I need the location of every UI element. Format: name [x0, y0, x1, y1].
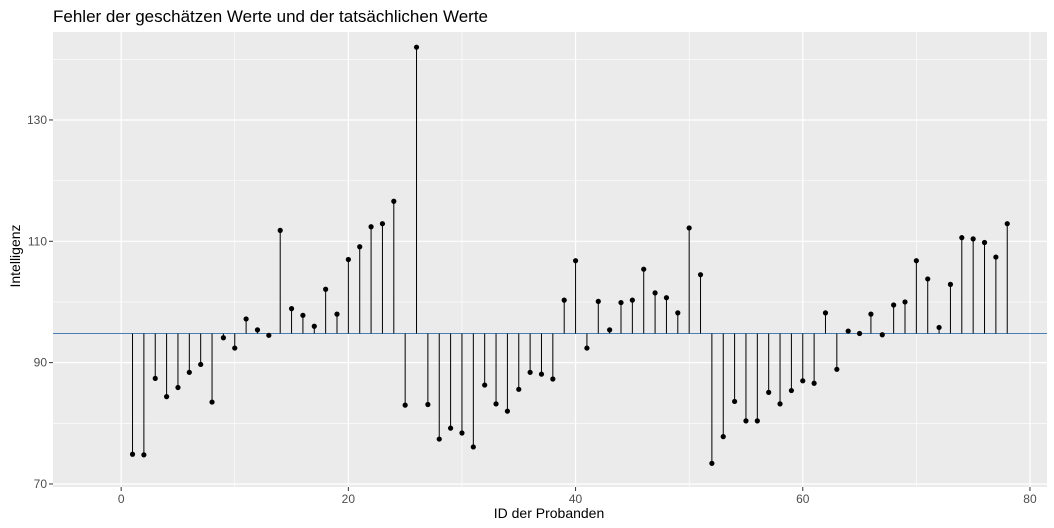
- data-point: [754, 418, 760, 424]
- data-point: [686, 225, 692, 231]
- data-point: [413, 44, 420, 50]
- x-tick-label: 60: [796, 492, 810, 506]
- data-point: [516, 386, 522, 392]
- data-point: [175, 384, 181, 391]
- data-point: [993, 254, 999, 260]
- data-point: [357, 244, 363, 250]
- data-point: [811, 380, 817, 386]
- y-tick-label: 90: [34, 356, 48, 370]
- data-point: [164, 394, 170, 400]
- data-point: [129, 451, 136, 457]
- data-point: [266, 332, 272, 338]
- x-axis-label: ID der Probanden: [494, 505, 605, 521]
- data-point: [300, 312, 306, 318]
- data-point: [618, 299, 624, 306]
- data-point: [584, 345, 590, 351]
- data-point: [936, 324, 942, 331]
- data-point: [879, 332, 885, 338]
- y-axis-label: Intelligenz: [7, 224, 23, 287]
- ticks-group: 0 20 40 60 80 70 90 110 130: [27, 113, 1037, 506]
- data-point: [425, 401, 431, 408]
- y-tick-label: 110: [28, 234, 47, 248]
- data-point: [277, 227, 283, 233]
- data-point: [243, 316, 249, 322]
- data-point: [152, 375, 158, 382]
- data-point: [334, 311, 340, 317]
- data-point: [538, 371, 545, 377]
- data-point: [766, 389, 772, 395]
- data-point: [209, 399, 215, 405]
- data-point: [709, 460, 715, 466]
- data-point: [697, 272, 704, 278]
- data-point: [641, 266, 647, 272]
- x-tick-label: 20: [342, 492, 356, 506]
- y-tick-label: 130: [27, 113, 47, 127]
- data-point: [595, 298, 601, 304]
- data-point: [379, 221, 386, 227]
- data-point: [436, 436, 442, 442]
- data-point: [834, 366, 840, 372]
- data-point: [652, 290, 658, 296]
- data-point: [402, 402, 408, 408]
- plot-panel: [53, 32, 1047, 487]
- data-point: [391, 198, 397, 204]
- data-point: [493, 401, 499, 407]
- data-point: [970, 236, 976, 242]
- data-point: [186, 369, 192, 375]
- x-tick-label: 40: [569, 492, 583, 506]
- data-point: [822, 310, 829, 316]
- data-point: [981, 239, 988, 246]
- data-point: [368, 224, 374, 230]
- data-point: [913, 258, 919, 264]
- data-point: [254, 327, 261, 333]
- data-point: [561, 297, 567, 303]
- data-point: [323, 286, 329, 292]
- data-point: [959, 235, 965, 241]
- data-point: [732, 398, 738, 405]
- data-point: [868, 311, 874, 317]
- data-point: [675, 310, 681, 316]
- data-point: [288, 306, 295, 312]
- data-point: [141, 452, 147, 458]
- data-point: [743, 418, 749, 424]
- data-point: [504, 408, 510, 414]
- data-point: [663, 295, 670, 301]
- data-point: [198, 361, 204, 368]
- data-point: [482, 382, 488, 388]
- data-point: [629, 297, 635, 303]
- data-point: [572, 258, 579, 264]
- data-point: [845, 328, 851, 334]
- data-point: [856, 330, 863, 337]
- data-point: [459, 430, 465, 436]
- data-point: [345, 256, 351, 263]
- stems-group: [132, 47, 1008, 464]
- data-point: [220, 335, 226, 341]
- data-point: [311, 323, 317, 329]
- data-point: [448, 425, 454, 431]
- data-point: [607, 327, 613, 333]
- data-point: [550, 376, 556, 382]
- data-point: [891, 302, 897, 308]
- points-group: [129, 44, 1010, 466]
- data-point: [527, 369, 533, 375]
- x-tick-label: 0: [118, 492, 125, 506]
- data-point: [800, 378, 806, 384]
- data-point: [902, 299, 908, 305]
- data-point: [1004, 221, 1010, 227]
- data-point: [925, 276, 931, 282]
- data-point: [947, 281, 954, 287]
- x-tick-label: 80: [1023, 492, 1037, 506]
- data-point: [777, 401, 783, 407]
- y-tick-label: 70: [34, 477, 48, 491]
- data-point: [720, 434, 726, 440]
- grid-lines: [53, 32, 1047, 487]
- data-point: [788, 387, 795, 394]
- data-point: [232, 345, 238, 351]
- data-point: [470, 444, 476, 450]
- chart-title: Fehler der geschätzen Werte und der tats…: [53, 7, 488, 26]
